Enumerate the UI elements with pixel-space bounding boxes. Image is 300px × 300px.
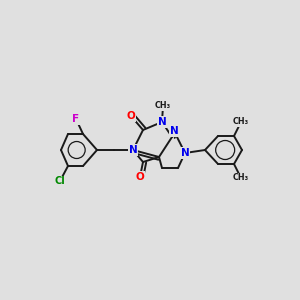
Text: CH₃: CH₃	[155, 101, 171, 110]
Text: F: F	[72, 114, 80, 124]
Text: CH₃: CH₃	[233, 173, 249, 182]
Text: O: O	[127, 111, 135, 121]
Text: O: O	[136, 172, 144, 182]
Text: N: N	[158, 117, 166, 127]
Text: CH₃: CH₃	[233, 118, 249, 127]
Text: N: N	[169, 126, 178, 136]
Text: N: N	[181, 148, 189, 158]
Text: N: N	[129, 145, 137, 155]
Text: Cl: Cl	[55, 176, 65, 186]
